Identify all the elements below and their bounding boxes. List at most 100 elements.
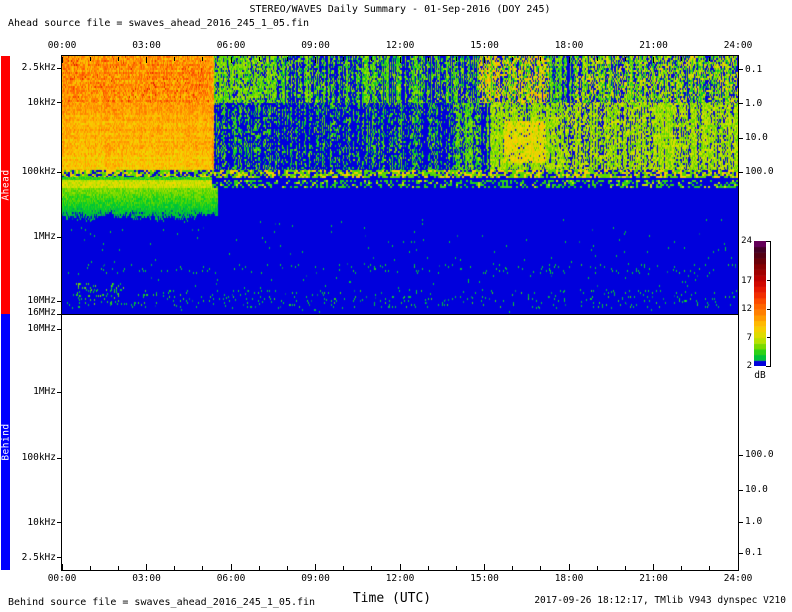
dist-tick-label: 1.0: [745, 97, 763, 109]
render-credit-label: 2017-09-26 18:12:17, TMlib V943 dynspec …: [534, 595, 786, 606]
tick-mark: [57, 328, 61, 330]
freq-tick-label: 10MHz: [27, 323, 56, 335]
colorbar-bracket-cap: [766, 241, 771, 242]
colorbar-bracket-cap: [766, 366, 771, 367]
ahead-panel-bar: Ahead: [0, 56, 11, 314]
tick-mark: [146, 57, 147, 63]
freq-tick-label: 10kHz: [27, 516, 56, 528]
tick-mark: [512, 57, 514, 61]
tick-mark: [427, 57, 429, 61]
dist-tick-label: 0.1: [745, 63, 763, 75]
tick-mark: [455, 57, 457, 61]
tick-mark: [57, 102, 61, 104]
ahead-source-label: Ahead source file = swaves_ahead_2016_24…: [8, 18, 310, 29]
tick-mark: [57, 171, 61, 173]
tick-mark: [739, 489, 743, 491]
dist-tick-label: 10.0: [745, 484, 768, 496]
ahead-spectrogram-canvas: [62, 56, 738, 314]
page-title: STEREO/WAVES Daily Summary - 01-Sep-2016…: [249, 4, 551, 15]
dist-tick-label: 100.0: [745, 449, 774, 461]
tick-mark: [739, 69, 743, 71]
tick-mark: [681, 566, 683, 570]
tick-mark: [202, 57, 204, 61]
x-tick-label-top: 03:00: [132, 40, 161, 51]
tick-mark: [61, 57, 63, 63]
tick-mark: [653, 564, 654, 570]
colorbar-tick-mark: [767, 240, 770, 242]
x-tick-label-top: 18:00: [554, 40, 584, 51]
x-tick-label-bottom: 21:00: [639, 573, 668, 584]
tick-mark: [624, 57, 626, 61]
tick-mark: [343, 566, 345, 570]
tick-mark: [739, 103, 743, 105]
tick-mark: [739, 171, 743, 173]
tick-mark: [399, 57, 401, 63]
tick-mark: [739, 137, 743, 139]
tick-mark: [286, 566, 288, 570]
colorbar-tick-label: 12: [741, 304, 752, 315]
tick-mark: [57, 457, 61, 459]
x-tick-label-top: 00:00: [47, 40, 77, 51]
tick-mark: [89, 566, 91, 570]
dist-tick-label: 1.0: [745, 516, 763, 528]
colorbar-canvas: [754, 241, 766, 366]
x-tick-label-bottom: 18:00: [554, 573, 584, 584]
behind-spectrogram-panel: [61, 314, 739, 571]
colorbar-tick-label: 2: [746, 361, 752, 371]
tick-mark: [484, 57, 485, 63]
tick-mark: [230, 57, 232, 63]
freq-tick-label: 2.5kHz: [21, 551, 56, 563]
x-tick-label-bottom: 24:00: [723, 573, 753, 584]
tick-mark: [737, 57, 739, 63]
tick-mark: [371, 57, 373, 61]
tick-mark: [455, 566, 457, 570]
tick-mark: [653, 57, 654, 63]
x-tick-label-top: 21:00: [639, 40, 668, 51]
tick-mark: [89, 57, 91, 61]
tick-mark: [174, 57, 176, 61]
tick-mark: [568, 57, 570, 63]
tick-mark: [57, 313, 61, 315]
tick-mark: [202, 566, 204, 570]
colorbar-bracket: [770, 241, 771, 367]
freq-tick-label: 100kHz: [21, 166, 56, 178]
tick-mark: [399, 564, 401, 570]
tick-mark: [57, 557, 61, 559]
tick-mark: [512, 566, 514, 570]
x-tick-label-bottom: 15:00: [470, 573, 499, 584]
tick-mark: [624, 566, 626, 570]
tick-mark: [596, 566, 598, 570]
tick-mark: [57, 300, 61, 302]
tick-mark: [371, 566, 373, 570]
tick-mark: [230, 564, 232, 570]
colorbar-tick-mark: [767, 280, 770, 282]
tick-mark: [315, 57, 316, 63]
x-tick-label-top: 06:00: [216, 40, 246, 51]
colorbar-tick-mark: [767, 337, 770, 339]
tick-mark: [258, 57, 260, 61]
tick-mark: [739, 552, 743, 554]
tick-mark: [739, 521, 743, 523]
colorbar-tick-label: 24: [741, 236, 752, 246]
tick-mark: [57, 236, 61, 238]
ahead-spectrogram-panel: [61, 55, 739, 315]
x-tick-label-bottom: 12:00: [385, 573, 415, 584]
tick-mark: [540, 566, 542, 570]
freq-tick-label: 2.5kHz: [21, 62, 56, 74]
behind-panel-bar: Behind: [0, 314, 11, 570]
x-tick-label-top: 12:00: [385, 40, 415, 51]
x-tick-label-bottom: 06:00: [216, 573, 246, 584]
x-tick-label-bottom: 03:00: [132, 573, 161, 584]
dist-tick-label: 10.0: [745, 132, 768, 144]
colorbar-tick-mark: [767, 308, 770, 310]
tick-mark: [540, 57, 542, 61]
tick-mark: [709, 566, 711, 570]
colorbar-units-label: dB: [754, 370, 766, 381]
x-tick-label-bottom: 00:00: [47, 573, 77, 584]
colorbar-tick-label: 7: [746, 332, 752, 343]
freq-tick-label: 10kHz: [27, 96, 56, 108]
colorbar-tick-mark: [767, 365, 770, 367]
time-axis-title: Time (UTC): [352, 591, 432, 606]
tick-mark: [286, 57, 288, 61]
tick-mark: [484, 564, 485, 570]
